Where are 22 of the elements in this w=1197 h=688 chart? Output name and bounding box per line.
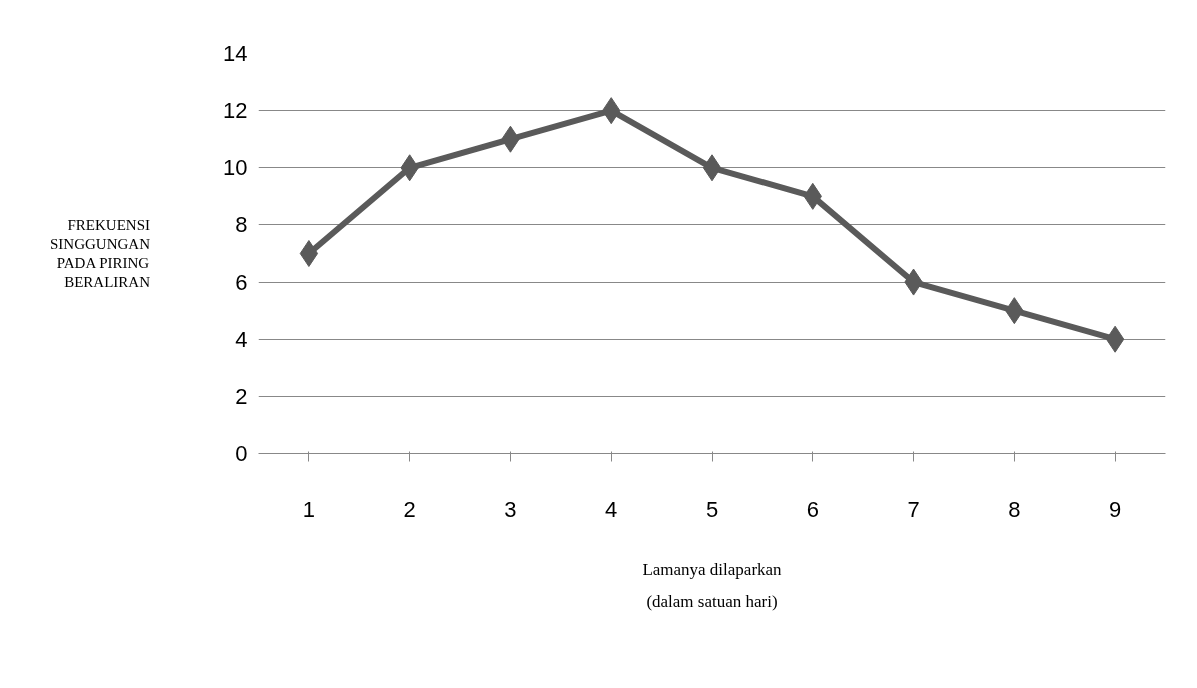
x-tick-label: 3 <box>504 496 517 522</box>
point <box>1105 325 1125 353</box>
y-tick-label: 14 <box>223 41 248 66</box>
x-tick-label: 8 <box>1008 496 1021 522</box>
x-tick-label: 4 <box>605 496 618 522</box>
x-tick-label: 1 <box>302 496 316 522</box>
y-tick-label: 12 <box>223 98 248 124</box>
x-tick-label: 6 <box>806 496 819 522</box>
x-tick-label: 5 <box>705 496 719 522</box>
x-axis-title: Lamanya dilaparkan (dalam satuan hari) <box>642 559 783 611</box>
y-axis-title: FREKUENSI SINGGUNGAN PADA PIRING BERALIRAN <box>50 216 151 291</box>
x-tick-label: 9 <box>1108 496 1122 522</box>
point <box>299 240 319 267</box>
x-tick-label: 7 <box>907 496 920 522</box>
y-tick-label: 4 <box>235 326 248 352</box>
y-tick-label: 10 <box>223 155 248 181</box>
y-tick-label: 2 <box>235 383 248 409</box>
y-tick-label: 8 <box>235 212 248 238</box>
x-tick-label: 2 <box>403 496 416 522</box>
y-tick-label: 0 <box>235 441 248 466</box>
y-tick-label: 6 <box>235 269 248 295</box>
point <box>702 154 722 182</box>
